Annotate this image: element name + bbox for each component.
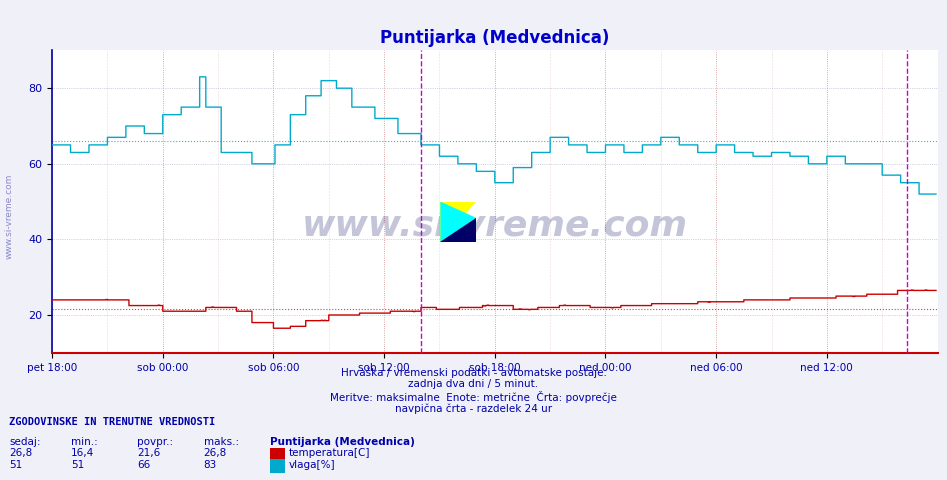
Text: Meritve: maksimalne  Enote: metrične  Črta: povprečje: Meritve: maksimalne Enote: metrične Črta… <box>331 391 616 403</box>
Text: ZGODOVINSKE IN TRENUTNE VREDNOSTI: ZGODOVINSKE IN TRENUTNE VREDNOSTI <box>9 417 216 427</box>
Text: min.:: min.: <box>71 437 98 447</box>
Text: 66: 66 <box>137 460 151 470</box>
Text: sedaj:: sedaj: <box>9 437 41 447</box>
Text: www.si-vreme.com: www.si-vreme.com <box>5 173 14 259</box>
Text: 26,8: 26,8 <box>204 448 227 458</box>
Polygon shape <box>440 202 476 242</box>
Title: Puntijarka (Medvednica): Puntijarka (Medvednica) <box>380 29 610 48</box>
Text: Puntijarka (Medvednica): Puntijarka (Medvednica) <box>270 437 415 447</box>
Polygon shape <box>440 202 476 242</box>
Text: 51: 51 <box>9 460 23 470</box>
Text: maks.:: maks.: <box>204 437 239 447</box>
Text: zadnja dva dni / 5 minut.: zadnja dva dni / 5 minut. <box>408 379 539 389</box>
Text: 16,4: 16,4 <box>71 448 95 458</box>
Text: 26,8: 26,8 <box>9 448 33 458</box>
Polygon shape <box>440 218 476 242</box>
Text: vlaga[%]: vlaga[%] <box>289 460 335 470</box>
Text: navpična črta - razdelek 24 ur: navpična črta - razdelek 24 ur <box>395 403 552 414</box>
Text: temperatura[C]: temperatura[C] <box>289 448 370 458</box>
Text: 83: 83 <box>204 460 217 470</box>
Text: 51: 51 <box>71 460 84 470</box>
Text: Hrvaška / vremenski podatki - avtomatske postaje.: Hrvaška / vremenski podatki - avtomatske… <box>341 367 606 378</box>
Text: www.si-vreme.com: www.si-vreme.com <box>302 209 688 243</box>
Text: 21,6: 21,6 <box>137 448 161 458</box>
Text: povpr.:: povpr.: <box>137 437 173 447</box>
